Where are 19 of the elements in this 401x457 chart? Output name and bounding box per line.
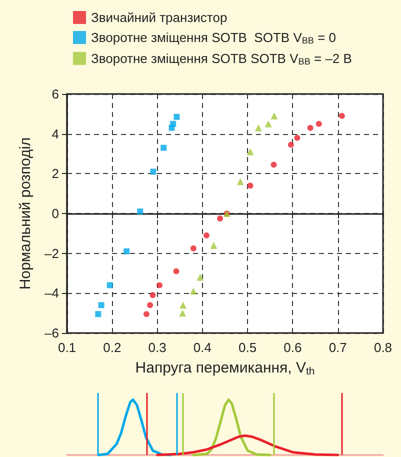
legend-label: Звичайний транзистор <box>91 10 228 25</box>
x-tick-label: 0.7 <box>328 340 347 355</box>
x-tick-label: 0.4 <box>193 340 212 355</box>
x-tick-label: 0.1 <box>58 340 76 355</box>
y-tick-label: 0 <box>52 206 59 221</box>
y-tick-label: –2 <box>44 246 59 261</box>
x-tick-label: 0.2 <box>103 340 122 355</box>
x-tick-label: 0.8 <box>374 340 392 355</box>
x-tick-label: 0.6 <box>284 340 302 355</box>
y-tick-label: –6 <box>44 326 59 340</box>
legend-label: Зворотне зміщення SOTB SOTB VBB = –2 В <box>91 50 352 66</box>
x-tick-label: 0.5 <box>238 340 257 355</box>
y-axis-title: Нормальний розподіл <box>17 137 34 290</box>
x-tick-label: 0.3 <box>148 340 166 355</box>
legend-label: Зворотне зміщення SOTB SOTB VBB = 0 <box>91 30 336 46</box>
y-tick-label: 4 <box>52 126 59 142</box>
y-tick-label: 2 <box>52 166 59 182</box>
y-tick-label: –4 <box>44 286 59 301</box>
y-tick-label: 6 <box>52 86 59 102</box>
